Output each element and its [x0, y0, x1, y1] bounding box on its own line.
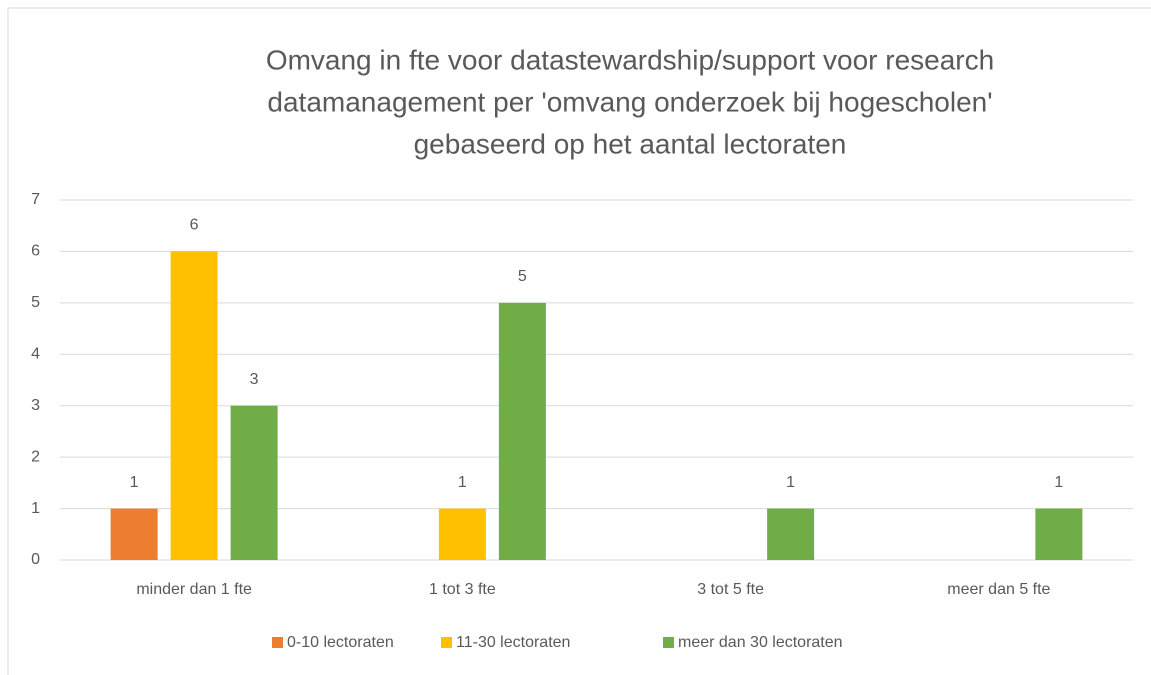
chart-frame	[7, 7, 1151, 675]
chart-title: Omvang in fte voor datastewardship/suppo…	[266, 44, 994, 75]
bar	[110, 508, 158, 560]
legend-label: 11-30 lectoraten	[456, 634, 570, 651]
data-label: 1	[1054, 474, 1063, 491]
bar	[230, 405, 278, 560]
x-tick-label: minder dan 1 fte	[136, 581, 252, 598]
y-tick-label: 2	[31, 448, 40, 465]
bar	[1035, 508, 1083, 560]
data-label: 1	[786, 474, 795, 491]
y-tick-label: 5	[31, 294, 40, 311]
x-tick-label: 1 tot 3 fte	[429, 581, 496, 598]
chart-title: gebaseerd op het aantal lectoraten	[414, 128, 847, 159]
legend-label: meer dan 30 lectoraten	[678, 634, 843, 651]
bar	[438, 508, 486, 560]
y-tick-label: 4	[31, 346, 40, 363]
legend-swatch	[272, 637, 283, 648]
legend-swatch	[663, 637, 674, 648]
legend-label: 0-10 lectoraten	[287, 634, 394, 651]
data-label: 1	[458, 474, 467, 491]
bar	[170, 251, 218, 560]
y-tick-label: 1	[31, 500, 40, 517]
legend-swatch	[441, 637, 452, 648]
y-tick-label: 0	[31, 551, 40, 568]
y-tick-label: 3	[31, 397, 40, 414]
y-tick-label: 7	[31, 191, 40, 208]
bar	[767, 508, 815, 560]
data-label: 1	[130, 474, 139, 491]
data-label: 5	[518, 268, 527, 285]
bar	[498, 302, 546, 560]
y-tick-label: 6	[31, 243, 40, 260]
data-label: 6	[190, 217, 199, 234]
chart-title: datamanagement per 'omvang onderzoek bij…	[267, 86, 992, 117]
x-tick-label: meer dan 5 fte	[947, 581, 1050, 598]
data-label: 3	[250, 371, 259, 388]
x-tick-label: 3 tot 5 fte	[697, 581, 764, 598]
